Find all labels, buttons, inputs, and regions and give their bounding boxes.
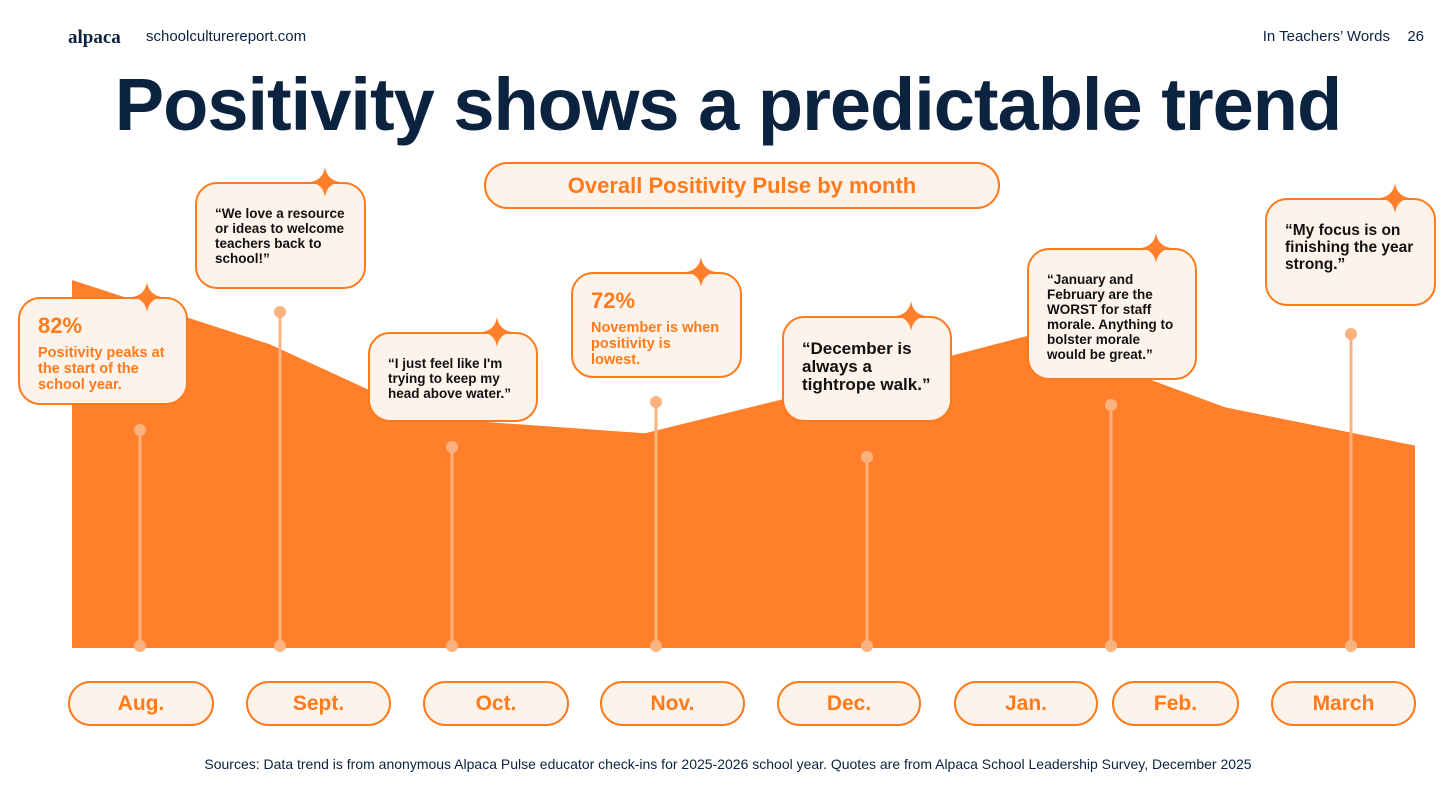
callout-march: “My focus is on finishing the year stron… (1265, 183, 1436, 306)
alpaca-logo: alpaca (68, 27, 121, 48)
callout-quote: “I just feel like I'm trying to keep my … (388, 356, 512, 401)
callout-pin (1105, 399, 1117, 652)
sources-note: Sources: Data trend is from anonymous Al… (204, 756, 1252, 772)
callout-pin (134, 424, 146, 652)
callout-quote: “December is always a tightrope walk.” (802, 339, 931, 394)
month-label: Oct. (423, 681, 569, 726)
callout-pin (861, 451, 873, 652)
sparkle-icon (896, 301, 926, 331)
callout-pct: 82% (38, 313, 83, 338)
sparkle-icon (1380, 183, 1410, 213)
callout-pct: 72% (591, 288, 636, 313)
page-number: 26 (1407, 28, 1424, 45)
callout-pin (446, 441, 458, 652)
callout-nov: 72% November is when positivity is lowes… (571, 257, 742, 378)
page-title: Positivity shows a predictable trend (114, 63, 1342, 146)
callout-pin (274, 306, 286, 652)
month-label: Sept. (246, 681, 391, 726)
site-url: schoolculturereport.com (146, 28, 307, 45)
callout-quote: “My focus is on finishing the year stron… (1285, 222, 1414, 273)
month-label: March (1271, 681, 1416, 726)
sparkle-icon (482, 317, 512, 347)
month-label: Nov. (600, 681, 745, 726)
callout-pin (650, 396, 662, 652)
callout-aug: 82% Positivity peaks at the start of the… (18, 282, 188, 405)
sparkle-icon (310, 167, 340, 197)
positivity-area (72, 280, 1415, 648)
chart-title: Overall Positivity Pulse by month (484, 162, 1000, 209)
month-label: Dec. (777, 681, 921, 726)
month-label: Jan. (954, 681, 1098, 726)
callout-oct: “I just feel like I'm trying to keep my … (368, 317, 538, 422)
callout-jan-feb: “January and February are the WORST for … (1027, 233, 1197, 380)
callout-text: November is when positivity is lowest. (591, 320, 720, 368)
callout-quote: “January and February are the WORST for … (1047, 272, 1174, 362)
sparkle-icon (132, 282, 162, 312)
callout-quote: “We love a resource or ideas to welcome … (215, 206, 345, 266)
callout-sept: “We love a resource or ideas to welcome … (195, 167, 366, 289)
sparkle-icon (686, 257, 716, 287)
callout-dec: “December is always a tightrope walk.” (782, 301, 952, 422)
month-label: Aug. (68, 681, 214, 726)
month-label: Feb. (1112, 681, 1239, 726)
callout-pin (1345, 328, 1357, 652)
section-title: In Teachers’ Words (1262, 28, 1390, 45)
sparkle-icon (1141, 233, 1171, 263)
callout-text: Positivity peaks at the start of the sch… (38, 345, 165, 393)
